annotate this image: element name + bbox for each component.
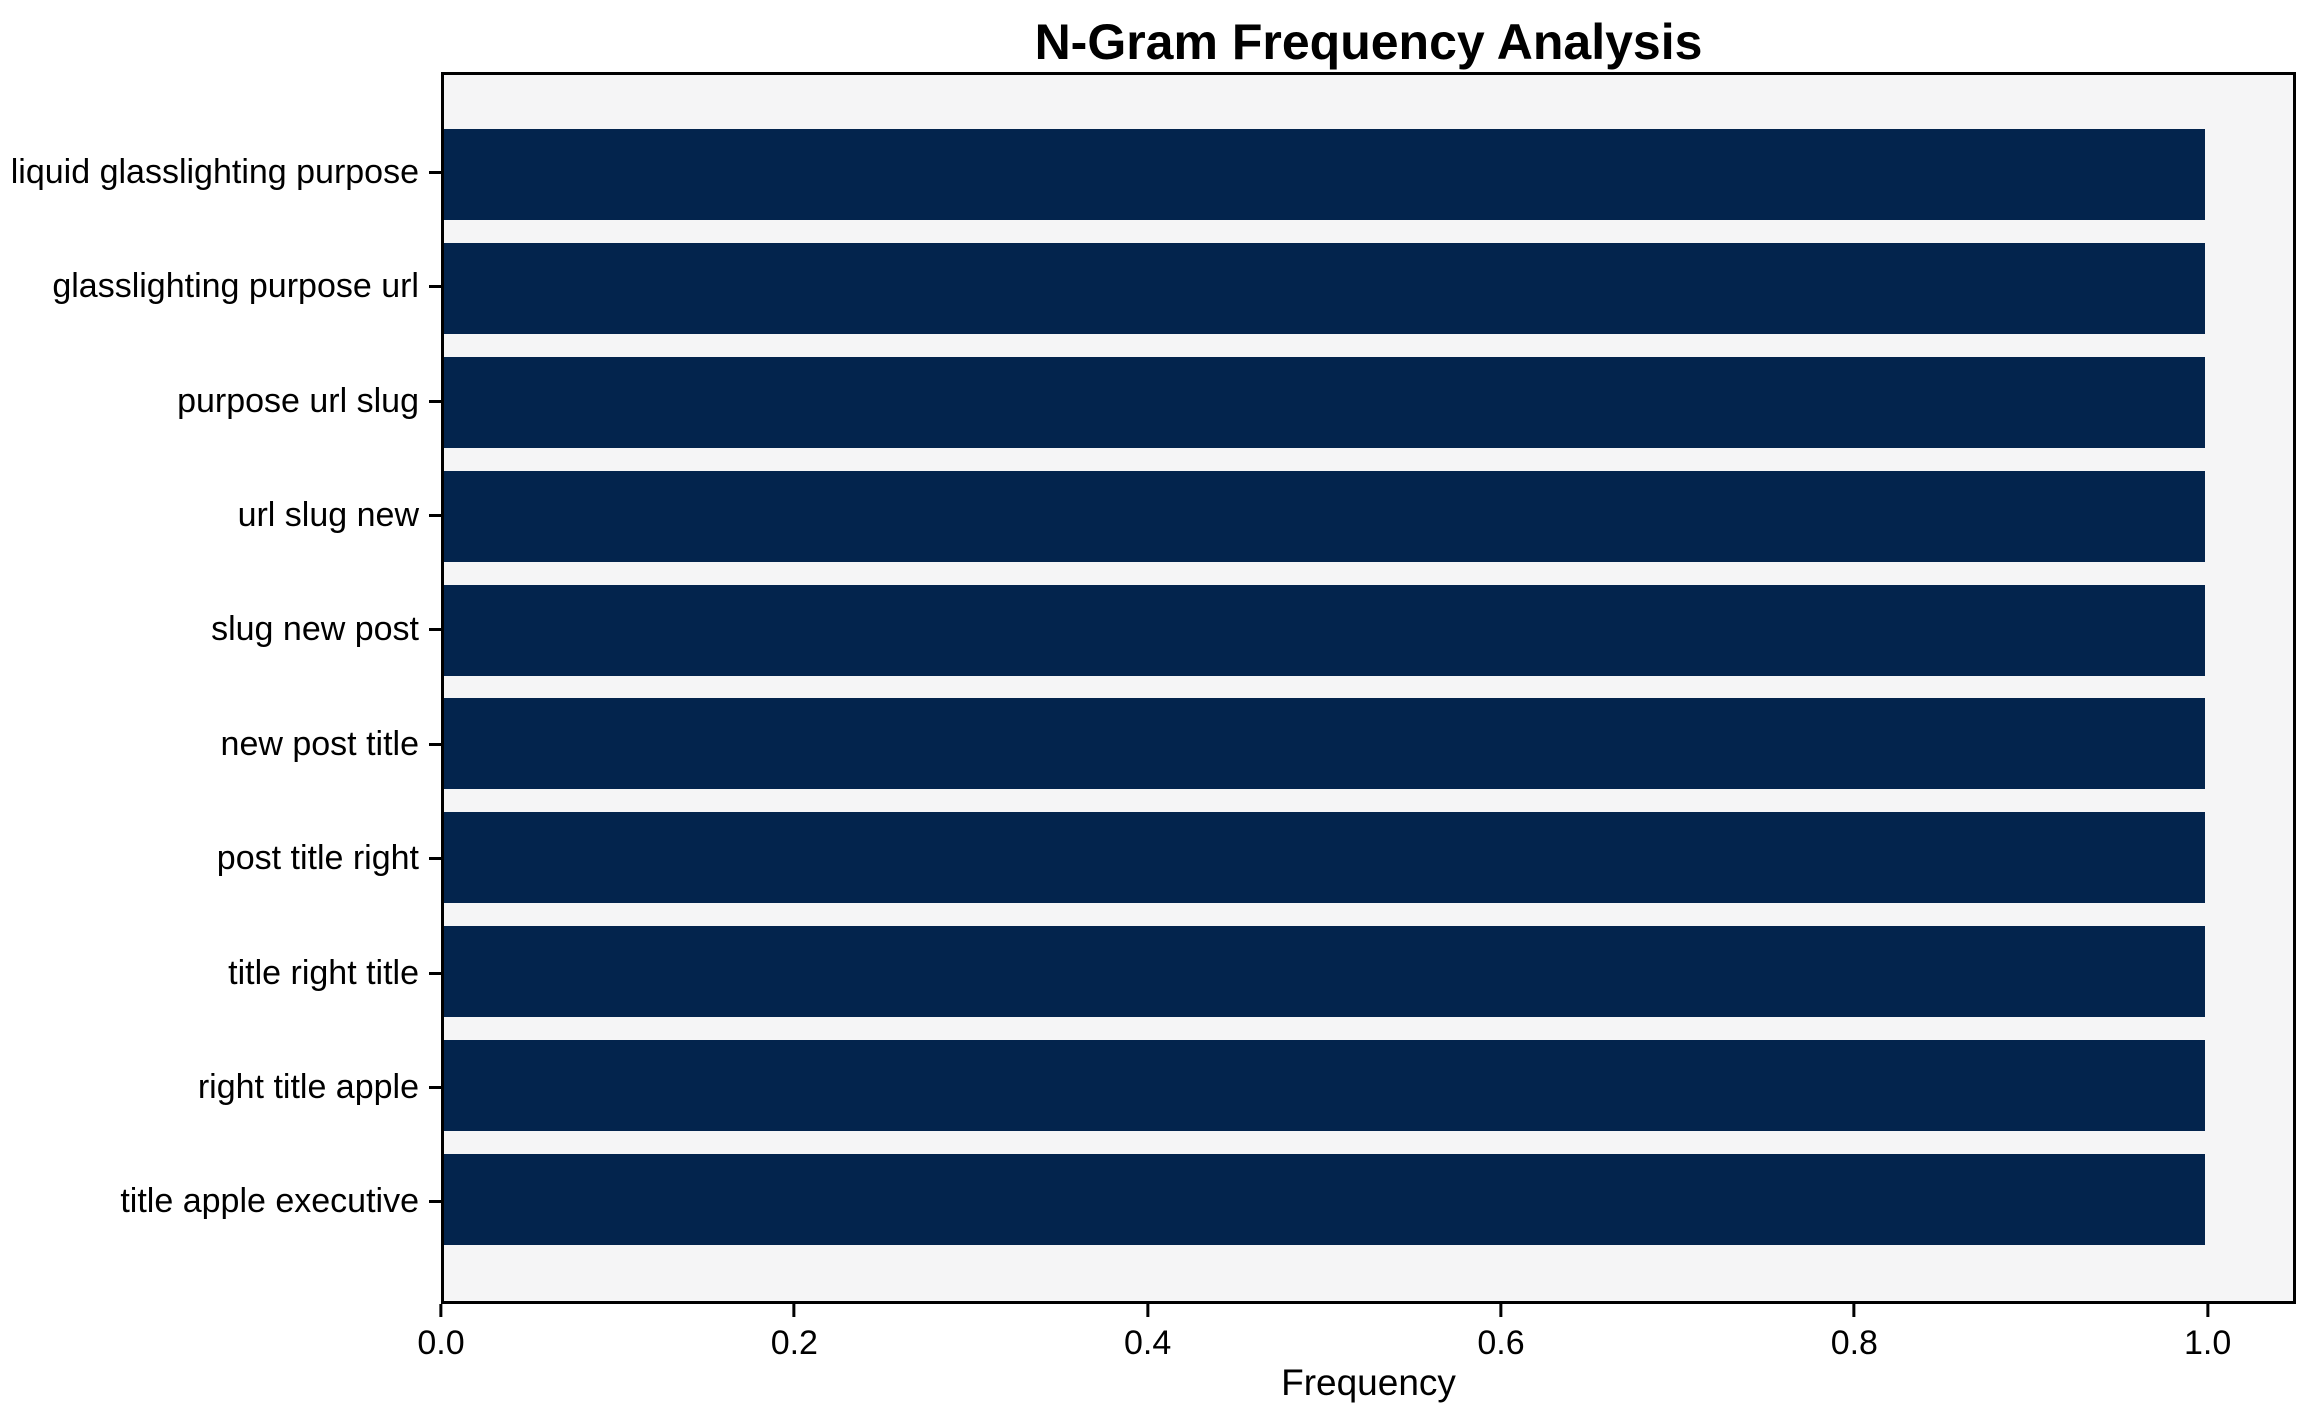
x-tick-mark bbox=[439, 1304, 443, 1317]
x-tick: 0.0 bbox=[417, 1304, 465, 1363]
x-tick-label: 0.8 bbox=[1830, 1324, 1878, 1362]
x-tick-mark bbox=[1852, 1304, 1856, 1317]
x-axis-title: Frequency bbox=[1281, 1362, 1456, 1403]
x-tick-label: 0.0 bbox=[417, 1324, 465, 1362]
bar bbox=[444, 1153, 2205, 1245]
y-axis-row: purpose url slug bbox=[0, 344, 441, 458]
y-tick-label: purpose url slug bbox=[177, 381, 419, 420]
x-tick-label: 0.4 bbox=[1124, 1324, 1172, 1362]
bar-row bbox=[444, 346, 2293, 460]
x-tick: 1.0 bbox=[2184, 1304, 2231, 1363]
y-axis-row: url slug new bbox=[0, 458, 441, 572]
bar bbox=[444, 584, 2205, 676]
bar-row bbox=[444, 232, 2293, 346]
y-tick-label: url slug new bbox=[237, 495, 419, 534]
bar bbox=[444, 1039, 2205, 1131]
x-tick-label: 0.6 bbox=[1477, 1324, 1525, 1362]
y-axis-row: glasslighting purpose url bbox=[0, 229, 441, 343]
bar-row bbox=[444, 1028, 2293, 1142]
y-tick-mark bbox=[429, 628, 441, 632]
bar-row bbox=[444, 801, 2293, 915]
y-tick-label: slug new post bbox=[211, 610, 419, 649]
bar bbox=[444, 243, 2205, 335]
x-tick: 0.6 bbox=[1477, 1304, 1525, 1363]
y-axis-row: post title right bbox=[0, 801, 441, 915]
bar bbox=[444, 812, 2205, 904]
y-tick-label: post title right bbox=[216, 839, 419, 878]
y-axis-row: liquid glasslighting purpose bbox=[0, 115, 441, 229]
y-tick-mark bbox=[429, 399, 441, 403]
y-tick-mark bbox=[429, 1085, 441, 1089]
x-tick-label: 0.2 bbox=[770, 1324, 818, 1362]
y-tick-mark bbox=[429, 170, 441, 174]
x-tick-mark bbox=[2206, 1304, 2210, 1317]
chart-title: N-Gram Frequency Analysis bbox=[1034, 14, 1703, 70]
y-axis-row: right title apple bbox=[0, 1030, 441, 1144]
y-tick-label: title right title bbox=[228, 953, 419, 992]
y-tick-mark bbox=[429, 857, 441, 861]
y-tick-mark bbox=[429, 285, 441, 289]
y-axis-row: title right title bbox=[0, 916, 441, 1030]
x-tick: 0.4 bbox=[1124, 1304, 1171, 1363]
bar-row bbox=[444, 1142, 2293, 1256]
bar-row bbox=[444, 573, 2293, 687]
bar bbox=[444, 470, 2205, 562]
y-tick-label: glasslighting purpose url bbox=[52, 267, 419, 306]
y-tick-mark bbox=[429, 1200, 441, 1204]
y-tick-mark bbox=[429, 742, 441, 746]
y-tick-label: title apple executive bbox=[120, 1182, 419, 1221]
x-tick-mark bbox=[792, 1304, 796, 1317]
y-tick-mark bbox=[429, 971, 441, 975]
bar bbox=[444, 925, 2205, 1017]
y-tick-label: liquid glasslighting purpose bbox=[10, 152, 419, 191]
bar-row bbox=[444, 915, 2293, 1029]
y-axis-row: slug new post bbox=[0, 573, 441, 687]
bar-row bbox=[444, 687, 2293, 801]
y-axis-row: title apple executive bbox=[0, 1145, 441, 1259]
bar-row bbox=[444, 459, 2293, 573]
x-tick: 0.8 bbox=[1831, 1304, 1878, 1363]
y-axis: liquid glasslighting purpose glasslighti… bbox=[0, 72, 441, 1304]
x-tick-mark bbox=[1146, 1304, 1150, 1317]
y-tick-label: new post title bbox=[220, 724, 419, 763]
plot-area bbox=[441, 72, 2296, 1304]
x-tick-label: 1.0 bbox=[2184, 1324, 2232, 1362]
bar-row bbox=[444, 118, 2293, 232]
x-tick: 0.2 bbox=[771, 1304, 818, 1363]
x-tick-mark bbox=[1499, 1304, 1503, 1317]
y-tick-mark bbox=[429, 513, 441, 517]
bar bbox=[444, 356, 2205, 448]
x-axis: 0.0 0.2 0.4 0.6 0.8 1.0 bbox=[417, 1304, 2296, 1389]
y-axis-row: new post title bbox=[0, 687, 441, 801]
y-tick-label: right title apple bbox=[197, 1067, 419, 1106]
bar bbox=[444, 698, 2205, 790]
bar bbox=[444, 129, 2205, 221]
